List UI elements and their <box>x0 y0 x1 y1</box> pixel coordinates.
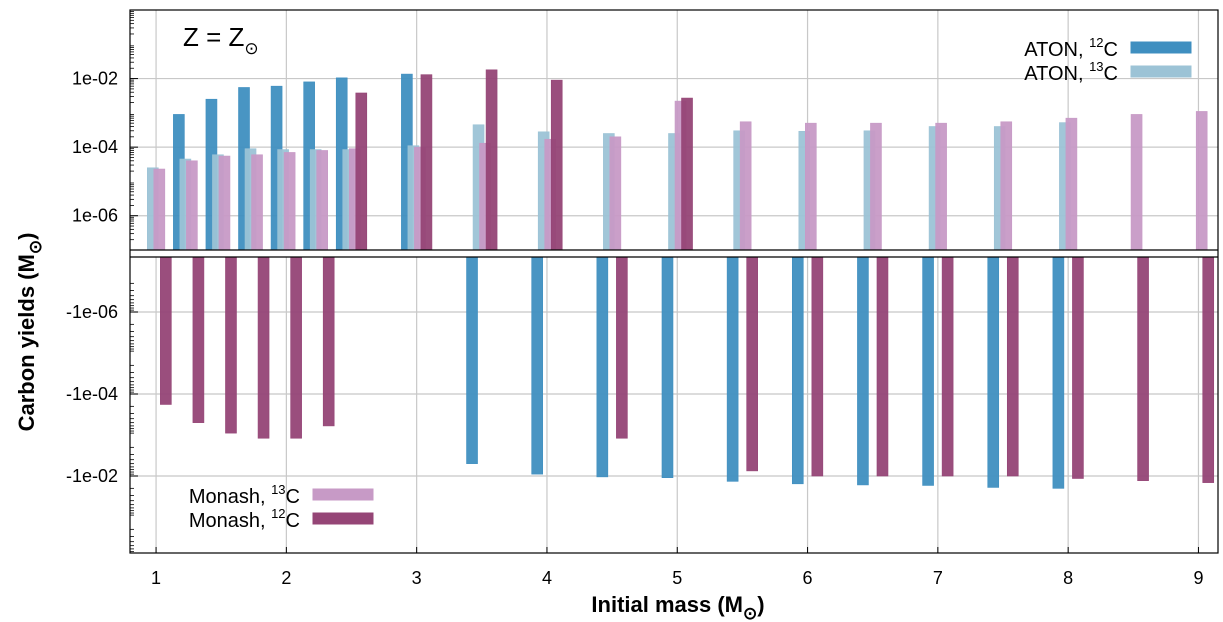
bar <box>935 122 947 251</box>
bar <box>739 121 752 251</box>
bar <box>420 74 433 251</box>
y-tick-label-upper: 1e-04 <box>72 137 118 157</box>
bar <box>218 155 231 251</box>
bar <box>225 256 237 434</box>
legend-swatch <box>312 512 374 525</box>
minor-ticks <box>130 11 134 553</box>
plot-frame <box>129 9 1219 554</box>
bar <box>941 256 954 477</box>
x-tick-label: 2 <box>281 568 291 588</box>
x-tick-label: 4 <box>542 568 552 588</box>
bar <box>355 92 368 251</box>
bar <box>257 256 270 439</box>
x-tick-label: 6 <box>803 568 813 588</box>
bar <box>485 69 498 251</box>
y-tick-label-lower: -1e-02 <box>66 466 118 486</box>
bar <box>1195 111 1208 251</box>
bar <box>160 256 172 405</box>
bar <box>811 256 824 477</box>
bar <box>192 256 205 423</box>
bar <box>726 256 739 482</box>
bar <box>153 168 166 251</box>
bar <box>290 256 302 439</box>
x-tick-label: 5 <box>672 568 682 588</box>
bar <box>1006 256 1019 477</box>
bar <box>805 122 817 251</box>
bar <box>922 256 934 486</box>
legend-label: ATON, 13C <box>1024 59 1118 85</box>
bar <box>186 160 198 251</box>
bar <box>1202 256 1215 483</box>
bar <box>876 256 889 477</box>
legend-swatch <box>1130 65 1192 78</box>
bar <box>251 154 263 251</box>
bar <box>1052 256 1065 489</box>
bars <box>147 69 1215 489</box>
bar <box>531 256 543 475</box>
bar <box>1000 121 1013 251</box>
bar <box>466 256 478 464</box>
metallicity-annotation: Z = Z⊙ <box>183 22 259 58</box>
y-tick-label-upper: 1e-02 <box>72 69 118 89</box>
legend-label: Monash, 13C <box>189 482 300 508</box>
legend-label: Monash, 12C <box>189 506 300 532</box>
plot-border <box>129 9 1219 554</box>
bar <box>870 122 882 251</box>
bar <box>316 150 328 251</box>
legend-swatch <box>1130 41 1192 54</box>
tick-labels: 1 2 3 4 5 6 7 8 9 1e-06 1e-04 1e-02 -1e-06 -1e-04 -1e-… <box>66 69 1203 588</box>
bar <box>661 256 674 478</box>
y-tick-label-lower: -1e-04 <box>66 384 118 404</box>
bar <box>1137 256 1149 481</box>
bar <box>987 256 1000 488</box>
bar <box>1072 256 1084 479</box>
bar <box>681 97 693 251</box>
legend-entry: Monash, 12C <box>189 506 374 532</box>
legend-entry: ATON, 12C <box>1024 35 1192 61</box>
bar <box>1065 117 1078 251</box>
legend-swatch <box>312 488 374 501</box>
bar <box>791 256 804 485</box>
bar <box>283 152 296 251</box>
bar <box>609 136 622 251</box>
y-tick-label-lower: -1e-06 <box>66 302 118 322</box>
legend-entry: ATON, 13C <box>1024 59 1192 85</box>
x-tick-label: 3 <box>412 568 422 588</box>
y-axis-title: Carbon yields (M⊙) <box>14 233 45 432</box>
y-tick-label-upper: 1e-06 <box>72 206 118 226</box>
x-tick-label: 7 <box>933 568 943 588</box>
x-tick-label: 9 <box>1193 568 1203 588</box>
legend-entry: Monash, 13C <box>189 482 374 508</box>
legend-label: ATON, 12C <box>1024 35 1118 61</box>
bar <box>596 256 609 478</box>
x-tick-label: 1 <box>151 568 161 588</box>
x-tick-label: 8 <box>1063 568 1073 588</box>
bar <box>550 79 563 251</box>
bar <box>616 256 628 439</box>
bar <box>322 256 335 427</box>
bar <box>857 256 869 486</box>
bar <box>746 256 758 472</box>
x-axis-title: Initial mass (M⊙) <box>591 592 764 622</box>
bar <box>1130 114 1143 251</box>
